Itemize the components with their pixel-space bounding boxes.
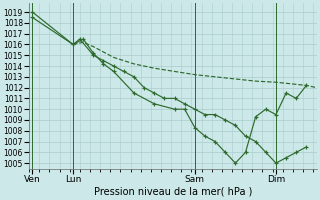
X-axis label: Pression niveau de la mer( hPa ): Pression niveau de la mer( hPa ) — [94, 187, 252, 197]
